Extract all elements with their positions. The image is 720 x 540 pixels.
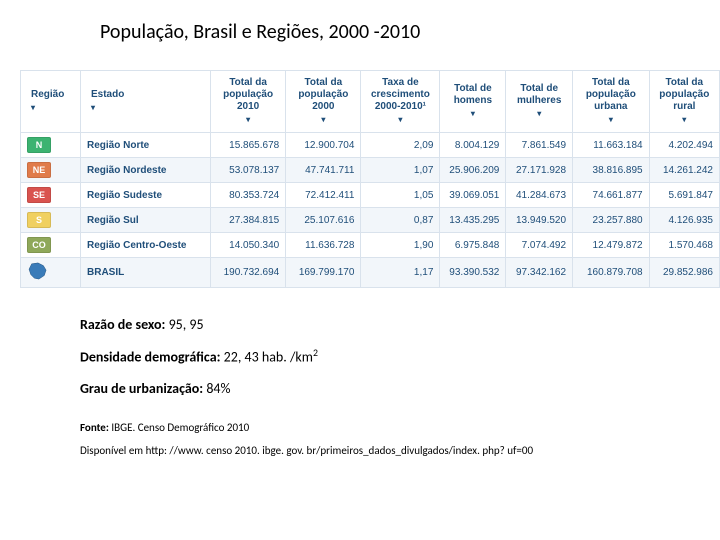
table-header-row: Região▾ Estado▾ Total da população 2010▾… <box>21 71 720 133</box>
cell-mulheres: 13.949.520 <box>506 208 573 233</box>
cell-estado: Região Sul <box>81 208 211 233</box>
page-title: População, Brasil e Regiões, 2000 -2010 <box>100 20 680 44</box>
cell-taxa: 2,09 <box>361 133 440 158</box>
table-row: SE Região Sudeste80.353.72472.412.4111,05… <box>21 183 720 208</box>
cell-rural: 5.691.847 <box>649 183 719 208</box>
cell-pop2000: 12.900.704 <box>286 133 361 158</box>
source-fonte: Fonte: IBGE. Censo Demográfico 2010 <box>80 421 680 434</box>
table-row: CO Região Centro-Oeste14.050.34011.636.72… <box>21 233 720 258</box>
col-homens[interactable]: Total de homens▾ <box>440 71 506 133</box>
col-estado[interactable]: Estado▾ <box>81 71 211 133</box>
cell-taxa: 1,17 <box>361 258 440 288</box>
region-badge-cell: N <box>21 133 81 158</box>
sort-icon: ▾ <box>609 115 613 125</box>
table-row: N Região Norte15.865.67812.900.7042,098.0… <box>21 133 720 158</box>
table-row: NE Região Nordeste53.078.13747.741.7111,0… <box>21 158 720 183</box>
cell-mulheres: 7.861.549 <box>506 133 573 158</box>
cell-rural: 29.852.986 <box>649 258 719 288</box>
cell-pop2010: 14.050.340 <box>211 233 286 258</box>
cell-homens: 6.975.848 <box>440 233 506 258</box>
cell-mulheres: 41.284.673 <box>506 183 573 208</box>
cell-estado: BRASIL <box>81 258 211 288</box>
col-mulheres[interactable]: Total de mulheres▾ <box>506 71 573 133</box>
cell-homens: 13.435.295 <box>440 208 506 233</box>
cell-urbana: 38.816.895 <box>573 158 650 183</box>
source-url: Disponível em http: //www. censo 2010. i… <box>80 444 680 457</box>
region-badge: N <box>27 137 51 153</box>
stat-urbanizacao: Grau de urbanização: 84% <box>80 380 680 397</box>
cell-rural: 1.570.468 <box>649 233 719 258</box>
cell-pop2010: 53.078.137 <box>211 158 286 183</box>
region-badge: CO <box>27 237 51 253</box>
cell-estado: Região Centro-Oeste <box>81 233 211 258</box>
population-table: Região▾ Estado▾ Total da população 2010▾… <box>20 70 720 288</box>
region-badge-cell: CO <box>21 233 81 258</box>
summary-stats: Razão de sexo: 95, 95 Densidade demográf… <box>80 316 680 397</box>
col-rural[interactable]: Total da população rural▾ <box>649 71 719 133</box>
sort-icon: ▾ <box>321 115 325 125</box>
cell-pop2000: 25.107.616 <box>286 208 361 233</box>
cell-taxa: 1,05 <box>361 183 440 208</box>
cell-urbana: 23.257.880 <box>573 208 650 233</box>
col-regiao[interactable]: Região▾ <box>21 71 81 133</box>
cell-homens: 39.069.051 <box>440 183 506 208</box>
cell-urbana: 11.663.184 <box>573 133 650 158</box>
table-row: S Região Sul27.384.81525.107.6160,8713.43… <box>21 208 720 233</box>
cell-mulheres: 27.171.928 <box>506 158 573 183</box>
region-badge-cell: S <box>21 208 81 233</box>
cell-rural: 14.261.242 <box>649 158 719 183</box>
cell-pop2010: 190.732.694 <box>211 258 286 288</box>
col-urbana[interactable]: Total da população urbana▾ <box>573 71 650 133</box>
sort-icon: ▾ <box>91 103 95 113</box>
cell-pop2010: 80.353.724 <box>211 183 286 208</box>
col-taxa[interactable]: Taxa de crescimento 2000-2010¹▾ <box>361 71 440 133</box>
cell-urbana: 12.479.872 <box>573 233 650 258</box>
cell-pop2000: 11.636.728 <box>286 233 361 258</box>
region-badge: S <box>27 212 51 228</box>
cell-homens: 93.390.532 <box>440 258 506 288</box>
cell-urbana: 160.879.708 <box>573 258 650 288</box>
cell-homens: 8.004.129 <box>440 133 506 158</box>
cell-rural: 4.202.494 <box>649 133 719 158</box>
cell-pop2000: 47.741.711 <box>286 158 361 183</box>
sort-icon: ▾ <box>537 109 541 119</box>
sort-icon: ▾ <box>682 115 686 125</box>
region-badge: NE <box>27 162 51 178</box>
cell-pop2010: 15.865.678 <box>211 133 286 158</box>
col-pop2000[interactable]: Total da população 2000▾ <box>286 71 361 133</box>
cell-estado: Região Nordeste <box>81 158 211 183</box>
cell-rural: 4.126.935 <box>649 208 719 233</box>
sort-icon: ▾ <box>246 115 250 125</box>
cell-taxa: 1,90 <box>361 233 440 258</box>
stat-densidade: Densidade demográfica: 22, 43 hab. /km2 <box>80 347 680 366</box>
region-badge-cell: NE <box>21 158 81 183</box>
cell-urbana: 74.661.877 <box>573 183 650 208</box>
cell-mulheres: 97.342.162 <box>506 258 573 288</box>
cell-pop2010: 27.384.815 <box>211 208 286 233</box>
cell-taxa: 1,07 <box>361 158 440 183</box>
source-block: Fonte: IBGE. Censo Demográfico 2010 Disp… <box>80 421 680 457</box>
sort-icon: ▾ <box>31 103 35 113</box>
stat-razao: Razão de sexo: 95, 95 <box>80 316 680 333</box>
cell-taxa: 0,87 <box>361 208 440 233</box>
table-row: BRASIL190.732.694169.799.1701,1793.390.5… <box>21 258 720 288</box>
sort-icon: ▾ <box>398 115 402 125</box>
cell-pop2000: 169.799.170 <box>286 258 361 288</box>
col-pop2010[interactable]: Total da população 2010▾ <box>211 71 286 133</box>
sort-icon: ▾ <box>471 109 475 119</box>
region-badge-cell: SE <box>21 183 81 208</box>
brasil-map-icon <box>27 262 49 280</box>
cell-homens: 25.906.209 <box>440 158 506 183</box>
cell-mulheres: 7.074.492 <box>506 233 573 258</box>
cell-estado: Região Sudeste <box>81 183 211 208</box>
region-badge: SE <box>27 187 51 203</box>
cell-estado: Região Norte <box>81 133 211 158</box>
region-badge-cell <box>21 258 81 288</box>
cell-pop2000: 72.412.411 <box>286 183 361 208</box>
